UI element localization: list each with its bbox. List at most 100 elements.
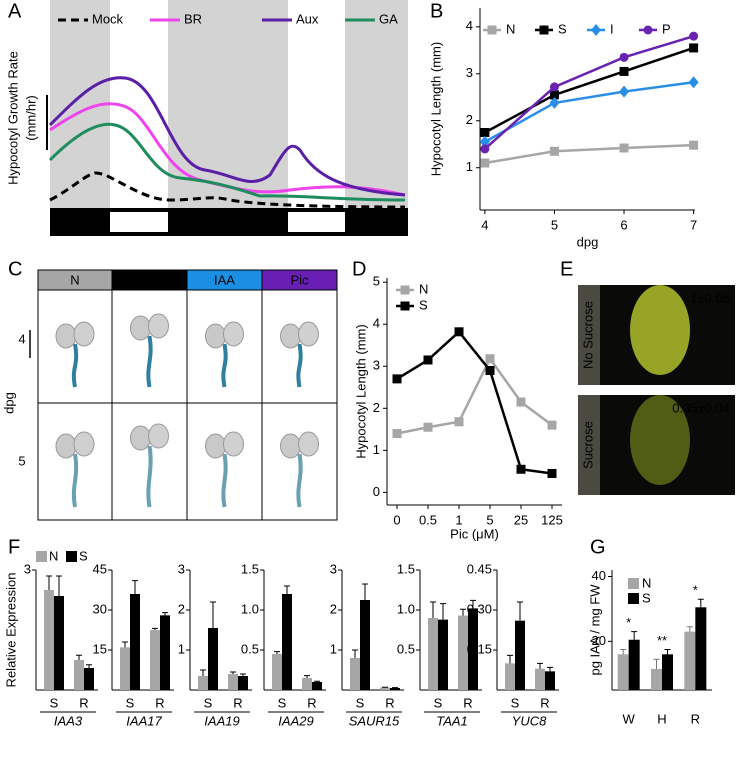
y-axis-label: Hypocotyl Length (mm): [428, 42, 443, 176]
x-tick-label: S: [278, 695, 287, 710]
gene-name: IAA3: [54, 713, 83, 728]
error-bar: [46, 575, 52, 590]
seedling-image: [205, 321, 244, 388]
cotyledon: [223, 431, 244, 457]
x-tick-label: R: [79, 695, 88, 710]
y-tick-label: 40: [592, 568, 606, 583]
y-tick-label: 20: [592, 633, 606, 648]
legend-label: S: [558, 21, 567, 36]
y-tick-label: 3: [24, 561, 31, 576]
cotyledon: [73, 431, 95, 457]
y-tick-label: 1: [330, 641, 337, 656]
significance: *: [626, 615, 631, 630]
y-tick-label: 0.15: [467, 641, 492, 656]
x-tick-label: S: [511, 695, 520, 710]
bar: [662, 654, 673, 690]
legend-label: N: [506, 21, 515, 36]
error-bar: [132, 580, 138, 594]
error-bar: [230, 671, 236, 674]
error-bar: [56, 575, 62, 596]
gene-name: TAA1: [436, 713, 468, 728]
error-bar: [470, 599, 476, 609]
condition-label: No Sucrose: [580, 301, 595, 369]
legend-label: GA: [379, 11, 398, 26]
marker: [479, 135, 490, 148]
seedling-image: [280, 431, 319, 508]
marker: [549, 90, 559, 100]
x-tick-label: 5: [551, 217, 558, 232]
marker: [547, 420, 557, 430]
image-side: [578, 395, 600, 495]
bar: [282, 594, 292, 690]
y-tick-label: 1.0: [241, 601, 259, 616]
root-fluorescence: [630, 395, 690, 485]
cotyledon: [148, 423, 169, 449]
legend-label: S: [642, 590, 651, 605]
y-tick-label: 1: [178, 641, 185, 656]
marker: [480, 158, 490, 168]
marker: [643, 25, 653, 35]
error-bar: [162, 612, 168, 616]
bar: [438, 619, 448, 690]
bar: [312, 682, 322, 690]
cotyledon: [205, 433, 226, 459]
hypocotyl: [221, 453, 228, 508]
panel-label: G: [590, 536, 606, 558]
bar: [515, 620, 525, 690]
y-tick-label: 45: [93, 561, 107, 576]
marker: [619, 52, 629, 62]
marker: [454, 417, 464, 427]
legend-swatch: [628, 578, 639, 589]
x-axis-label: Pic (μM): [450, 526, 499, 541]
y-tick-label: 30: [93, 601, 107, 616]
series-line: [396, 329, 553, 475]
error-bar: [314, 680, 320, 682]
marker: [423, 355, 433, 365]
x-tick-label: W: [623, 711, 636, 726]
marker: [619, 66, 629, 76]
series-line: [484, 80, 694, 143]
x-tick-label: S: [126, 695, 135, 710]
growth-curve: [49, 171, 406, 209]
bar: [84, 668, 94, 690]
error-bar: [362, 583, 368, 600]
bar: [390, 688, 400, 690]
seedling-image: [55, 321, 95, 388]
y-axis-unit: (mm/hr): [23, 95, 38, 141]
hypocotyl: [146, 445, 153, 508]
y-axis-label: Hypocotyl Length (mm): [353, 324, 368, 458]
bar: [130, 594, 140, 690]
error-bar: [517, 601, 523, 621]
bar: [428, 618, 438, 690]
error-bar: [304, 675, 310, 678]
panel-a-background: [46, 0, 408, 236]
bar: [695, 607, 707, 690]
y-tick-label: 3: [466, 65, 473, 80]
error-bar: [152, 627, 158, 630]
significance: **: [657, 633, 667, 648]
marker: [591, 24, 601, 36]
x-tick-label: 1: [455, 512, 462, 527]
seedling-image: [55, 431, 95, 508]
bar: [505, 663, 515, 690]
cotyledon: [130, 315, 151, 341]
y-tick-label: 0: [373, 484, 380, 499]
error-bar: [507, 654, 513, 664]
light-bar: [110, 212, 168, 232]
x-tick-label: H: [657, 711, 666, 726]
legend-label: BR: [184, 11, 202, 26]
bar: [380, 687, 390, 690]
cotyledon: [55, 323, 77, 349]
panel-label: D: [352, 258, 366, 280]
panel-label: B: [430, 0, 443, 22]
marker: [454, 327, 464, 337]
error-bar: [620, 648, 627, 655]
error-bar: [631, 631, 638, 640]
x-tick-label: 125: [541, 512, 563, 527]
hypocotyl: [71, 453, 79, 508]
y-axis-label: pg IAA / mg FW: [587, 584, 602, 676]
y-axis-label: Relative Expression: [3, 573, 18, 688]
row-label: 5: [18, 453, 25, 468]
y-tick-label: 15: [93, 641, 107, 656]
